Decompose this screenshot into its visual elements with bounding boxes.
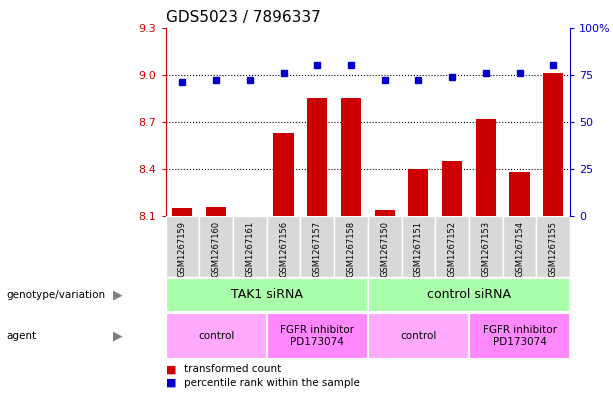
Bar — [307, 98, 327, 216]
Bar — [375, 210, 395, 216]
Text: control siRNA: control siRNA — [427, 288, 511, 301]
Text: GDS5023 / 7896337: GDS5023 / 7896337 — [166, 10, 320, 25]
FancyBboxPatch shape — [469, 216, 503, 277]
FancyBboxPatch shape — [166, 313, 267, 359]
Text: ▶: ▶ — [113, 288, 123, 301]
FancyBboxPatch shape — [435, 216, 469, 277]
Text: GSM1267156: GSM1267156 — [279, 221, 288, 277]
FancyBboxPatch shape — [166, 216, 199, 277]
Bar — [543, 73, 563, 216]
Text: percentile rank within the sample: percentile rank within the sample — [184, 378, 360, 388]
Text: FGFR inhibitor
PD173074: FGFR inhibitor PD173074 — [482, 325, 557, 347]
Bar — [273, 133, 294, 216]
FancyBboxPatch shape — [402, 216, 435, 277]
FancyBboxPatch shape — [469, 313, 570, 359]
FancyBboxPatch shape — [300, 216, 334, 277]
Text: ■: ■ — [166, 364, 176, 374]
Text: GSM1267161: GSM1267161 — [245, 221, 254, 277]
Bar — [476, 119, 496, 216]
Text: GSM1267153: GSM1267153 — [481, 221, 490, 277]
FancyBboxPatch shape — [199, 216, 233, 277]
Text: ▶: ▶ — [113, 329, 123, 343]
Text: ■: ■ — [166, 378, 176, 388]
FancyBboxPatch shape — [536, 216, 570, 277]
Text: FGFR inhibitor
PD173074: FGFR inhibitor PD173074 — [280, 325, 354, 347]
Text: TAK1 siRNA: TAK1 siRNA — [230, 288, 303, 301]
FancyBboxPatch shape — [368, 278, 570, 312]
Text: GSM1267155: GSM1267155 — [549, 221, 558, 277]
Bar — [341, 98, 361, 216]
Text: control: control — [198, 331, 234, 341]
FancyBboxPatch shape — [368, 313, 469, 359]
Bar — [206, 207, 226, 216]
FancyBboxPatch shape — [334, 216, 368, 277]
Text: GSM1267158: GSM1267158 — [346, 221, 356, 277]
Text: control: control — [400, 331, 436, 341]
FancyBboxPatch shape — [368, 216, 402, 277]
FancyBboxPatch shape — [503, 216, 536, 277]
Text: GSM1267160: GSM1267160 — [211, 221, 221, 277]
Text: GSM1267152: GSM1267152 — [447, 221, 457, 277]
Text: genotype/variation: genotype/variation — [6, 290, 105, 300]
Text: GSM1267150: GSM1267150 — [380, 221, 389, 277]
Bar — [408, 169, 428, 216]
Bar — [172, 208, 192, 216]
Text: agent: agent — [6, 331, 36, 341]
Bar — [442, 161, 462, 216]
Text: GSM1267154: GSM1267154 — [515, 221, 524, 277]
FancyBboxPatch shape — [166, 278, 368, 312]
Text: transformed count: transformed count — [184, 364, 281, 374]
Bar — [509, 172, 530, 216]
Text: GSM1267151: GSM1267151 — [414, 221, 423, 277]
FancyBboxPatch shape — [267, 313, 368, 359]
Text: GSM1267157: GSM1267157 — [313, 221, 322, 277]
FancyBboxPatch shape — [267, 216, 300, 277]
Text: GSM1267159: GSM1267159 — [178, 221, 187, 277]
FancyBboxPatch shape — [233, 216, 267, 277]
